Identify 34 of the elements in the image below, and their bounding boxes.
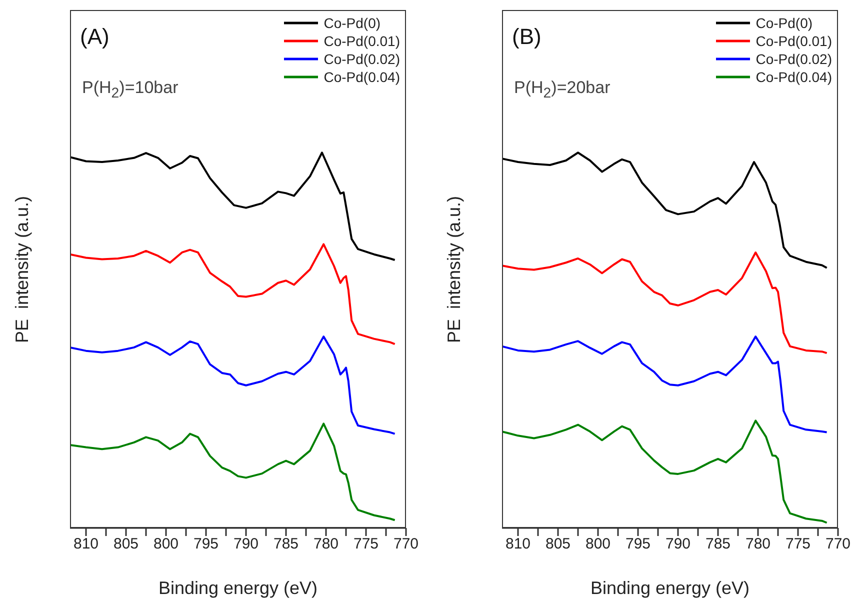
x-tick-label: 785 [705, 536, 731, 553]
legend-label: Co-Pd(0.04) [324, 68, 400, 86]
text: P(H$_{2}$)=20bar [514, 78, 610, 102]
legend-label: Co-Pd(0.02) [756, 50, 832, 68]
text: (B) [512, 24, 542, 50]
legend-label: Co-Pd(0) [324, 14, 381, 32]
x-tick-label: 785 [273, 536, 299, 553]
x-tick-label: 800 [153, 536, 179, 553]
x-tick-label: 795 [625, 536, 651, 553]
x-tick-label: 810 [505, 536, 531, 553]
legend-label: Co-Pd(0.01) [324, 32, 400, 50]
x-tick-label: 795 [193, 536, 219, 553]
y-axis-title: PE intensity (a.u.) [444, 195, 466, 343]
legend-label: Co-Pd(0.01) [756, 32, 832, 50]
x-tick-label: 810 [73, 536, 99, 553]
x-tick-label: 770 [393, 536, 419, 553]
legend-label: Co-Pd(0.02) [324, 50, 400, 68]
text: P(H$_{2}$)=10bar [82, 78, 178, 102]
x-tick-label: 775 [785, 536, 811, 553]
x-axis-title: Binding energy (eV) [590, 578, 750, 598]
x-axis-title: Binding energy (eV) [158, 578, 318, 598]
x-tick-label: 780 [313, 536, 339, 553]
text: (A) [80, 24, 110, 50]
x-tick-label: 780 [745, 536, 771, 553]
x-tick-label: 790 [233, 536, 259, 553]
y-axis-title: PE intensity (a.u.) [12, 195, 34, 343]
x-tick-label: 775 [353, 536, 379, 553]
x-tick-label: 770 [825, 536, 851, 553]
x-tick-label: 790 [665, 536, 691, 553]
x-tick-label: 805 [113, 536, 139, 553]
legend-label: Co-Pd(0.04) [756, 68, 832, 86]
x-tick-label: 805 [545, 536, 571, 553]
legend-label: Co-Pd(0) [756, 14, 813, 32]
x-tick-label: 800 [585, 536, 611, 553]
